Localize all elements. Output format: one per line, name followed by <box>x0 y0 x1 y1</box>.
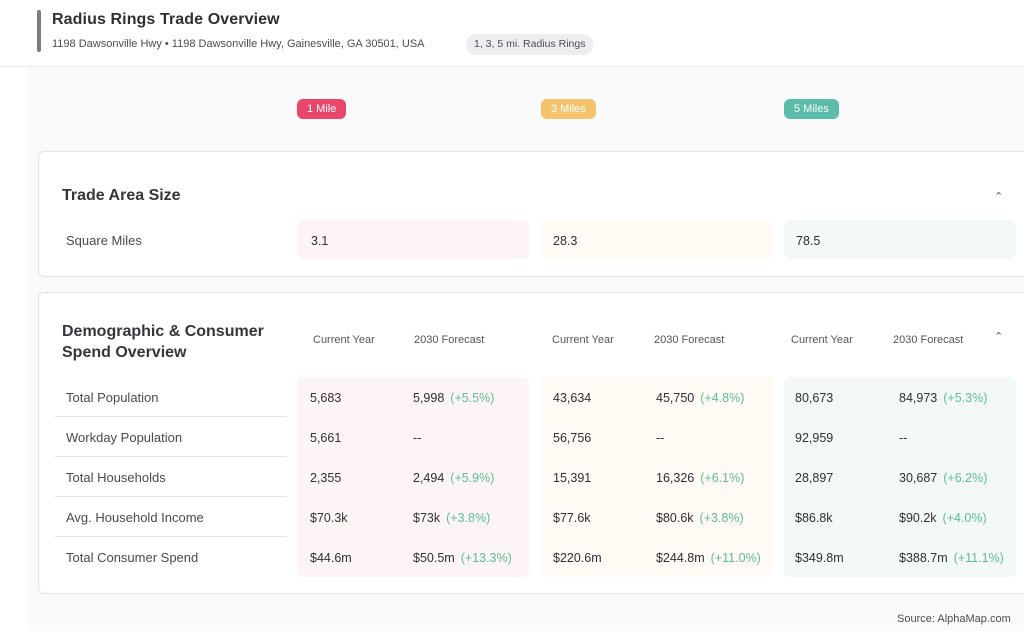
square-miles-1-mile: 3.1 <box>311 234 329 248</box>
trade-area-title: Trade Area Size <box>62 187 181 204</box>
value-forecast: -- <box>899 431 907 445</box>
demo-bg-1-mile <box>297 377 529 577</box>
value-current: 2,355 <box>310 471 342 485</box>
square-miles-label: Square Miles <box>66 233 142 248</box>
value-forecast: 84,973 (+5.3%) <box>899 391 987 405</box>
forecast-value: $73k <box>413 511 441 525</box>
value-current: 92,959 <box>795 431 834 445</box>
cell-bg-3-miles <box>541 220 773 259</box>
value-current: $349.8m <box>795 551 844 565</box>
change-percent: (+5.5%) <box>450 391 495 405</box>
col-forecast-3: 2030 Forecast <box>654 334 725 346</box>
change-percent: (+4.8%) <box>700 391 745 405</box>
value-forecast: 2,494 (+5.9%) <box>413 471 494 485</box>
col-current-year-5: Current Year <box>791 334 853 346</box>
forecast-value: $90.2k <box>899 511 937 525</box>
ring-pill-1-mile: 1 Mile <box>297 99 347 119</box>
value-current: $220.6m <box>553 551 602 565</box>
value-forecast: $388.7m (+11.1%) <box>899 551 1004 565</box>
change-percent: (+5.9%) <box>450 471 495 485</box>
value-forecast: 45,750 (+4.8%) <box>656 391 744 405</box>
square-miles-3-miles: 28.3 <box>553 234 578 248</box>
chevron-up-icon[interactable]: ⌃ <box>994 191 1004 203</box>
forecast-value: 2,494 <box>413 471 445 485</box>
ring-pill-5-miles: 5 Miles <box>784 99 839 119</box>
page-header: Radius Rings Trade Overview 1198 Dawsonv… <box>0 0 1024 67</box>
source-attribution: Source: AlphaMap.com <box>897 613 1011 625</box>
row-divider <box>55 416 287 417</box>
row-divider <box>55 456 287 457</box>
chevron-up-icon[interactable]: ⌃ <box>994 331 1004 343</box>
change-percent: (+11.1%) <box>953 551 1004 565</box>
col-current-year-1: Current Year <box>313 334 375 346</box>
value-forecast: -- <box>656 431 664 445</box>
forecast-value: -- <box>899 431 908 445</box>
row-label-avg-household-income: Avg. Household Income <box>66 510 204 525</box>
change-percent: (+3.8%) <box>699 511 744 525</box>
forecast-value: -- <box>656 431 665 445</box>
forecast-value: 16,326 <box>656 471 695 485</box>
value-current: $86.8k <box>795 511 833 525</box>
value-current: $70.3k <box>310 511 348 525</box>
value-current: 5,661 <box>310 431 342 445</box>
col-forecast-5: 2030 Forecast <box>893 334 964 346</box>
value-current: $77.6k <box>553 511 591 525</box>
value-forecast: $90.2k (+4.0%) <box>899 511 987 525</box>
change-percent: (+3.8%) <box>446 511 491 525</box>
forecast-value: 5,998 <box>413 391 445 405</box>
value-forecast: $244.8m (+11.0%) <box>656 551 761 565</box>
value-forecast: 5,998 (+5.5%) <box>413 391 494 405</box>
row-label-total-consumer-spend: Total Consumer Spend <box>66 550 199 565</box>
value-current: $44.6m <box>310 551 352 565</box>
cell-bg-1-mile <box>297 220 529 259</box>
forecast-value: $50.5m <box>413 551 455 565</box>
value-current: 5,683 <box>310 391 342 405</box>
row-divider <box>55 496 287 497</box>
demographics-title-line1: Demographic & Consumer <box>62 323 264 340</box>
row-label-total-households: Total Households <box>66 470 166 485</box>
forecast-value: 45,750 <box>656 391 695 405</box>
change-percent: (+13.3%) <box>460 551 512 565</box>
demo-bg-5-miles <box>784 377 1016 577</box>
value-forecast: $50.5m (+13.3%) <box>413 551 512 565</box>
forecast-value: 30,687 <box>899 471 938 485</box>
demo-bg-3-miles <box>541 377 773 577</box>
value-forecast: $80.6k (+3.8%) <box>656 511 744 525</box>
cell-bg-5-miles <box>784 220 1016 259</box>
forecast-value: $80.6k <box>656 511 694 525</box>
value-forecast: $73k (+3.8%) <box>413 511 490 525</box>
page-title: Radius Rings Trade Overview <box>52 11 280 28</box>
radius-rings-chip: 1, 3, 5 mi. Radius Rings <box>466 34 594 55</box>
change-percent: (+6.1%) <box>700 471 745 485</box>
row-divider <box>55 536 287 537</box>
col-current-year-3: Current Year <box>552 334 614 346</box>
value-forecast: -- <box>413 431 421 445</box>
address-text: 1198 Dawsonville Hwy • 1198 Dawsonville … <box>52 38 425 50</box>
header-accent-bar <box>37 10 41 52</box>
ring-pill-3-miles: 3 Miles <box>541 99 596 119</box>
value-forecast: 16,326 (+6.1%) <box>656 471 744 485</box>
change-percent: (+11.0%) <box>710 551 761 565</box>
forecast-value: $244.8m <box>656 551 705 565</box>
col-forecast-1: 2030 Forecast <box>414 334 485 346</box>
change-percent: (+4.0%) <box>942 511 987 525</box>
forecast-value: $388.7m <box>899 551 948 565</box>
value-current: 56,756 <box>553 431 592 445</box>
square-miles-5-miles: 78.5 <box>796 234 821 248</box>
row-label-workday-population: Workday Population <box>66 430 183 445</box>
forecast-value: 84,973 <box>899 391 938 405</box>
value-current: 15,391 <box>553 471 592 485</box>
forecast-value: -- <box>413 431 422 445</box>
change-percent: (+6.2%) <box>943 471 988 485</box>
row-label-total-population: Total Population <box>66 390 159 405</box>
value-current: 28,897 <box>795 471 834 485</box>
demographics-title-line2: Spend Overview <box>62 344 187 361</box>
value-current: 80,673 <box>795 391 834 405</box>
value-forecast: 30,687 (+6.2%) <box>899 471 987 485</box>
value-current: 43,634 <box>553 391 592 405</box>
change-percent: (+5.3%) <box>943 391 988 405</box>
